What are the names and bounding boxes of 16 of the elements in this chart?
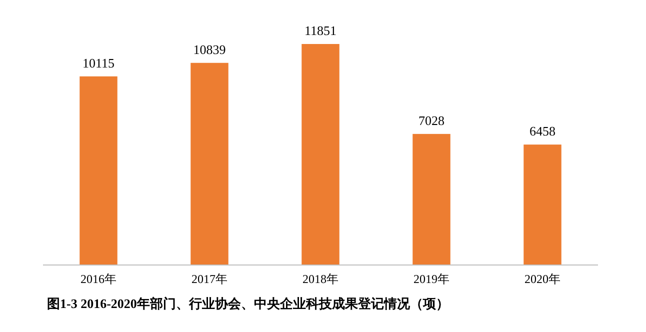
data-label: 7028: [418, 112, 444, 128]
x-tick-label: 2016年: [80, 272, 116, 286]
bar: [80, 76, 118, 265]
data-label: 6458: [530, 124, 556, 139]
bar: [302, 44, 340, 265]
data-label: 11851: [304, 23, 337, 38]
x-tick-label: 2017年: [192, 272, 228, 286]
x-tick-label: 2020年: [524, 272, 560, 286]
bar: [524, 144, 562, 265]
data-label: 10839: [193, 42, 226, 57]
x-tick-label: 2018年: [302, 272, 338, 286]
text: 图1-3 2016-2020年部门、行业协会、中央企业科技成果登记情况（项）: [47, 296, 449, 311]
bar: [412, 134, 450, 265]
data-label: 10115: [82, 55, 115, 70]
x-tick-label: 2019年: [414, 272, 450, 286]
bar: [190, 62, 228, 265]
